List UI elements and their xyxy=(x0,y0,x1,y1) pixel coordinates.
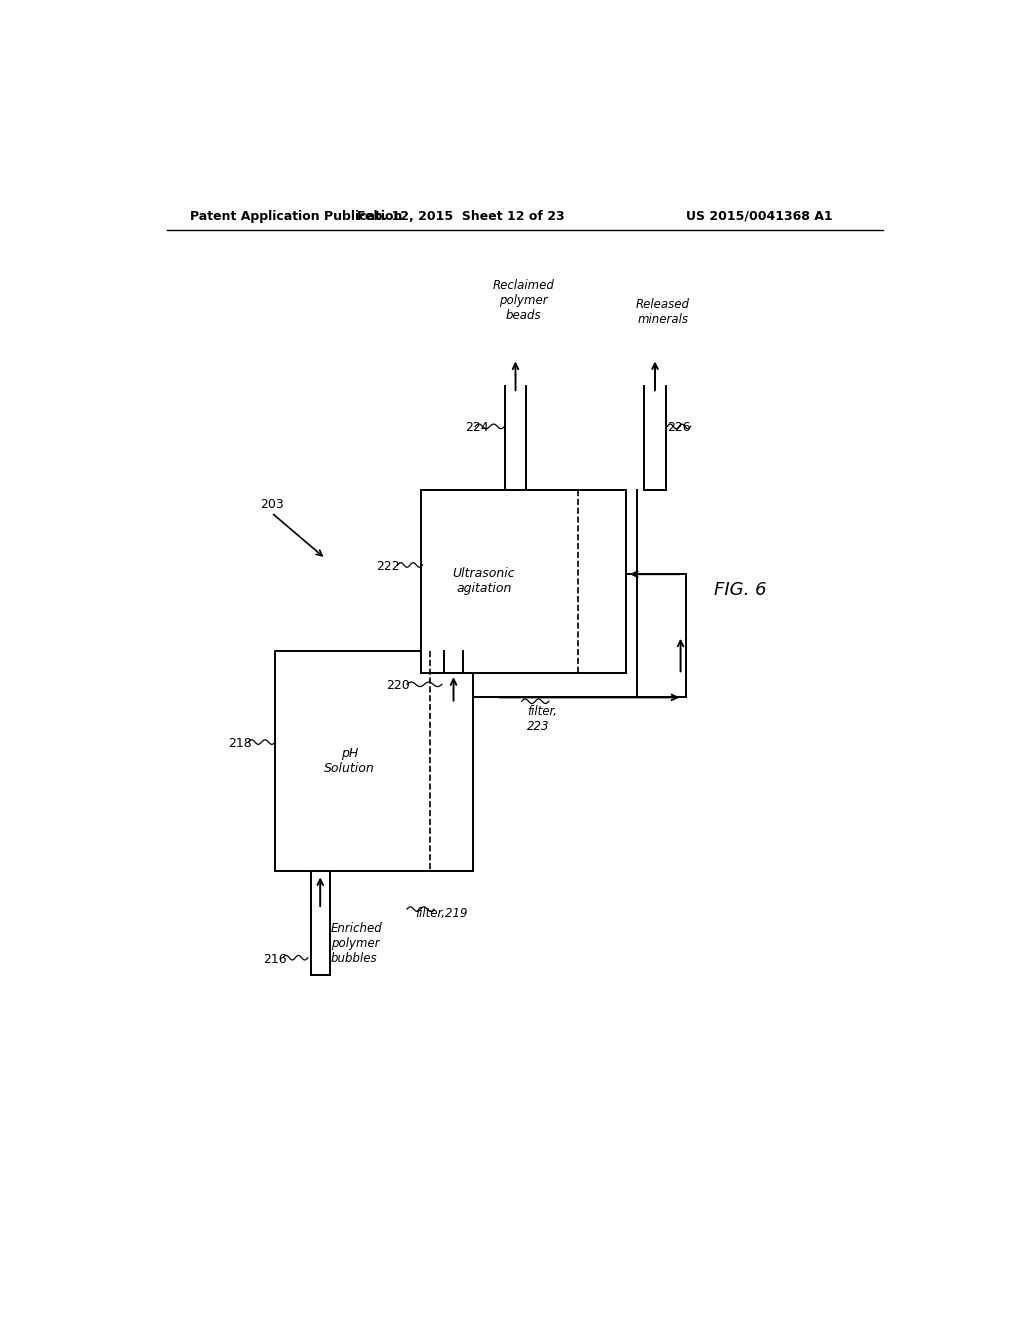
Bar xyxy=(275,651,473,871)
Text: 226: 226 xyxy=(667,421,690,434)
Text: pH
Solution: pH Solution xyxy=(324,747,375,775)
Text: filter,219: filter,219 xyxy=(415,907,467,920)
Text: Feb. 12, 2015  Sheet 12 of 23: Feb. 12, 2015 Sheet 12 of 23 xyxy=(357,210,565,223)
Text: Released
minerals: Released minerals xyxy=(636,298,690,326)
Text: US 2015/0041368 A1: US 2015/0041368 A1 xyxy=(686,210,833,223)
Text: 224: 224 xyxy=(465,421,488,434)
Text: 218: 218 xyxy=(228,737,252,750)
Text: 203: 203 xyxy=(260,499,284,511)
Text: 220: 220 xyxy=(386,680,410,693)
Bar xyxy=(421,490,626,673)
Text: Ultrasonic
agitation: Ultrasonic agitation xyxy=(453,568,515,595)
Text: filter,
223: filter, 223 xyxy=(527,705,557,733)
Text: 222: 222 xyxy=(376,560,399,573)
Text: Enriched
polymer
bubbles: Enriched polymer bubbles xyxy=(331,923,383,965)
Text: 216: 216 xyxy=(263,953,287,966)
Text: FIG. 6: FIG. 6 xyxy=(714,581,767,598)
Text: Patent Application Publication: Patent Application Publication xyxy=(190,210,402,223)
Text: Reclaimed
polymer
beads: Reclaimed polymer beads xyxy=(493,280,554,322)
